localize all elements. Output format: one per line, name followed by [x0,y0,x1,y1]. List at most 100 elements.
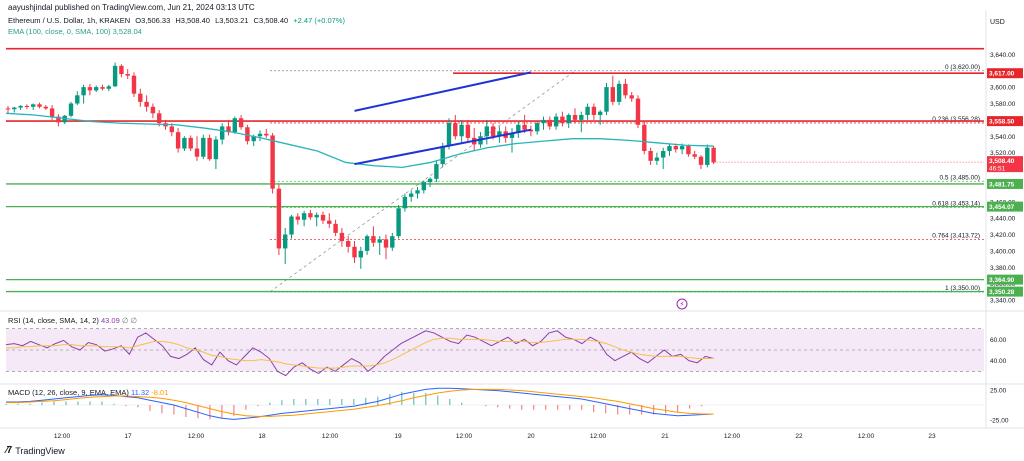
candle-body [31,104,36,107]
candle-body [427,178,433,183]
candle-body [446,123,452,147]
candle-body [572,114,578,120]
candle-body [327,220,332,224]
x-tick-label: 20 [527,433,535,440]
candle-body [604,87,609,112]
candle-body [585,106,590,115]
x-tick-label: 12:00 [590,433,607,440]
candle-body [94,87,99,91]
x-tick-label: 12:00 [858,433,875,440]
candle-body [692,154,697,157]
candle-body [547,119,552,127]
candle-body [553,116,559,127]
candle-body [686,146,691,155]
symbol-name: Ethereum / U.S. Dollar, 1h, KRAKEN [8,16,131,25]
candle-body [535,123,540,132]
x-tick-label: 23 [928,433,936,440]
channel-trend-line [354,128,532,166]
candle-body [377,239,382,243]
candle-body [68,103,74,116]
candle-body [232,118,237,133]
candle-body [238,118,244,128]
y-tick-label: 3,540.00 [990,134,1016,141]
current-price-text: 3,508.40 [989,158,1015,165]
candle-body [610,87,615,102]
candle-body [371,236,376,243]
ema-line [5,112,714,169]
candle-body [112,65,118,87]
candle-body [144,101,149,107]
candle-body [509,132,515,138]
candle-body [560,116,565,124]
publisher-line: aayushjindal published on TradingView.co… [8,3,255,12]
candle-body [453,123,458,137]
lightning-icon-circle [676,298,688,310]
price-level-tag [987,274,1023,285]
high-value: H3,508.40 [175,16,210,25]
candle-body [642,124,647,151]
candle-body [49,108,55,117]
candle-body [440,146,445,165]
candle-body [138,93,143,102]
candle-body [459,124,464,137]
candle-body [566,114,571,124]
price-level-tag [987,178,1023,189]
x-tick-label: 12:00 [188,433,205,440]
rsi-extra: ∅ ∅ [121,316,137,325]
price-level-tag-text: 3,454.07 [989,204,1015,211]
y-tick-label: 3,600.00 [990,85,1016,92]
y-tick-label: 3,580.00 [990,101,1016,108]
candle-body [705,147,710,165]
lightning-icon: ⚡ [676,298,688,310]
footer-brand[interactable]: ⁄7 TradingView [6,445,65,456]
fib-level-label: 0.5 (3,485.00) [940,174,980,181]
candle-body [333,223,338,233]
y-tick-label: 3,340.00 [990,298,1016,305]
x-tick-label: 19 [394,433,402,440]
x-tick-label: 22 [795,433,803,440]
fib-level-label: 1 (3,350.00) [945,285,980,292]
candle-body [75,95,80,104]
y-tick-label: 3,440.00 [990,216,1016,223]
rsi-value: 43.09 [100,316,120,325]
candle-body [283,234,288,249]
x-tick-label: 18 [258,433,266,440]
y-tick-label: 3,640.00 [990,52,1016,59]
lightning-icon-glyph: ⚡ [680,301,685,309]
candle-body [182,137,187,149]
candle-body [125,74,130,76]
rsi-tick-label: 60.00 [990,337,1007,344]
candle-body [5,108,11,110]
price-level-tag-text: 3,364.90 [989,277,1015,284]
candle-body [484,126,489,137]
price-level-tag [987,286,1023,297]
candle-body [308,213,313,218]
candle-body [226,126,231,133]
candle-body [157,113,162,124]
candle-body [37,104,42,107]
fib-level-label: 0.618 (3,453.14) [932,200,980,207]
candle-body [497,131,502,137]
candle-body [207,137,212,160]
candle-body [679,146,685,150]
candle-body [12,107,17,110]
candle-body [623,83,628,96]
fib-level-label: 0.236 (3,556.28) [932,116,980,123]
y-tick-label: 3,380.00 [990,265,1016,272]
price-level-tag [987,201,1023,212]
tradingview-logo-icon: ⁄7 [6,445,12,456]
candle-body [516,124,521,133]
candle-body [150,106,156,114]
macd-label: MACD (12, 26, close, 9, EMA, EMA) [8,388,129,397]
x-tick-label: 12:00 [724,433,741,440]
candle-body [320,214,326,221]
candle-body [339,232,345,242]
candle-body [383,239,389,248]
candle-body [87,87,93,91]
candle-body [673,146,678,150]
candle-body [169,126,174,133]
macd-tick-label: -25.00 [990,418,1009,425]
channel-trend-line [354,71,532,112]
x-tick-label: 17 [124,433,132,440]
